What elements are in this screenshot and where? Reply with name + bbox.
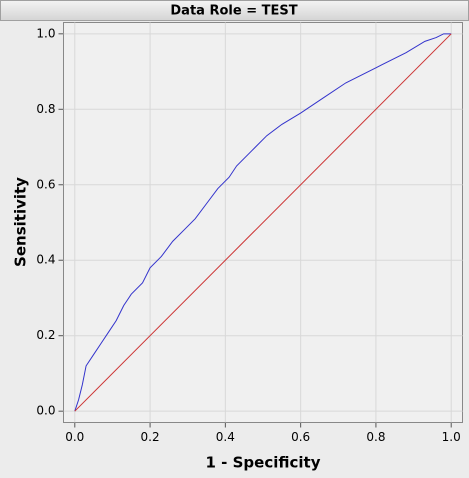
- x-tick-label: 1.0: [442, 430, 461, 444]
- y-tick-label: 1.0: [36, 26, 55, 40]
- line-series: [74, 33, 452, 412]
- y-tick-label: 0.2: [36, 328, 55, 342]
- x-tick-label: 0.0: [65, 430, 84, 444]
- x-axis-label: 1 - Specificity: [206, 454, 321, 472]
- y-tick-label: 0.6: [36, 177, 55, 191]
- x-tick-label: 0.8: [366, 430, 385, 444]
- line-series: [74, 33, 452, 412]
- y-axis-label: Sensitivity: [12, 177, 30, 267]
- x-tick-label: 0.2: [141, 430, 160, 444]
- x-tick-label: 0.6: [291, 430, 310, 444]
- y-tick-label: 0.0: [36, 404, 55, 418]
- y-tick-label: 0.8: [36, 102, 55, 116]
- x-tick-label: 0.4: [216, 430, 235, 444]
- chart-title: Data Role = TEST: [170, 4, 297, 19]
- y-tick-label: 0.4: [36, 253, 55, 267]
